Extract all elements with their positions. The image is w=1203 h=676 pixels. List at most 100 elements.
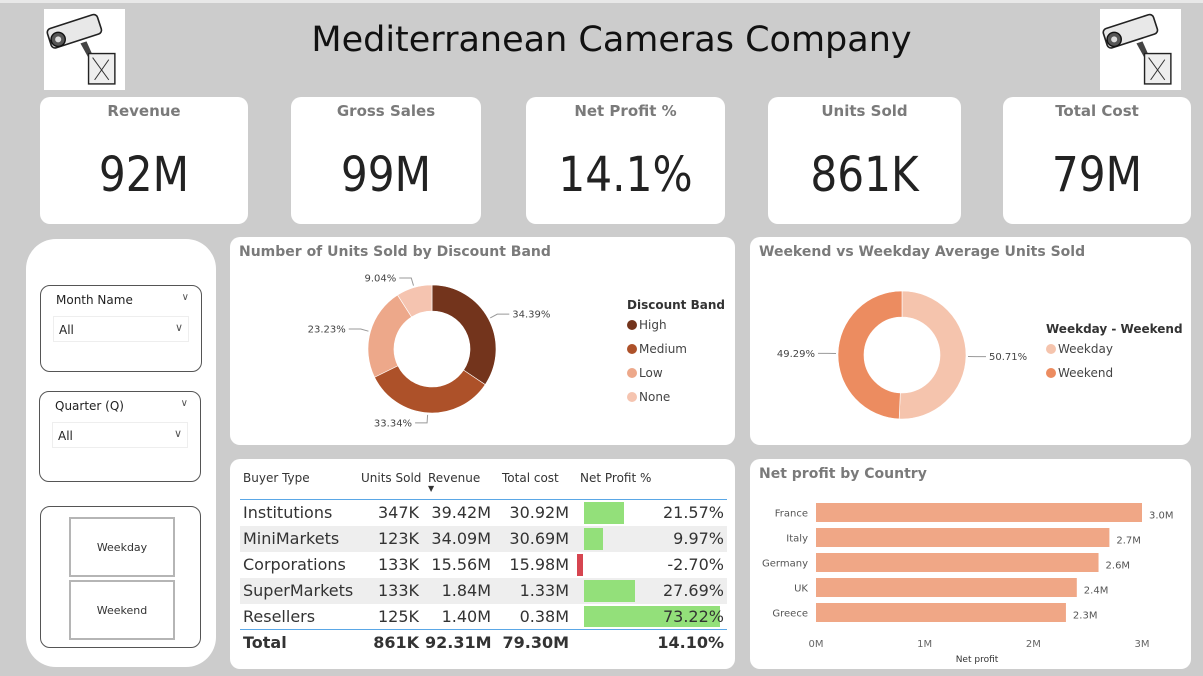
buyer-type-cell: MiniMarkets: [240, 525, 358, 552]
bar-italy[interactable]: [816, 528, 1110, 547]
column-header-units-sold[interactable]: Units Sold: [358, 467, 422, 500]
table-row[interactable]: MiniMarkets 123K 34.09M 30.69M 9.97%: [240, 525, 727, 552]
kpi-card-total-cost[interactable]: Total Cost 79M: [1003, 97, 1191, 224]
legend-item-medium[interactable]: Medium: [627, 342, 687, 356]
net-profit-value: 27.69%: [662, 581, 724, 600]
kpi-card-gross-sales[interactable]: Gross Sales 99M: [291, 97, 481, 224]
month-dropdown-value: All: [59, 323, 74, 337]
total-label: Total: [243, 633, 287, 653]
column-header-label: Revenue: [428, 471, 481, 485]
units-sold-cell: 133K: [358, 577, 422, 604]
revenue-cell: 15.56M: [431, 555, 491, 574]
quarter-slicer[interactable]: Quarter (Q) ∨ All ∨: [39, 391, 201, 482]
buyer-type-cell: Corporations: [243, 555, 346, 574]
kpi-card-net-profit-pct[interactable]: Net Profit % 14.1%: [526, 97, 725, 224]
legend-title: Weekday - Weekend: [1046, 322, 1183, 336]
net-profit-data-bar: [584, 527, 603, 550]
data-label: 9.04%: [364, 273, 396, 284]
legend-item-low[interactable]: Low: [627, 366, 663, 380]
bar-france[interactable]: [816, 503, 1142, 522]
visual-title: Weekend vs Weekday Average Units Sold: [759, 244, 1086, 260]
buyer-type-matrix[interactable]: Buyer Type Units Sold Revenue ▼ Total cos…: [230, 459, 735, 669]
net-profit-value: 9.97%: [673, 529, 724, 548]
table-row[interactable]: Institutions 347K 39.42M 30.92M 21.57%: [240, 500, 727, 526]
sort-descending-icon: ▼: [428, 484, 435, 493]
units-sold-cell: 123K: [358, 525, 422, 552]
quarter-dropdown-value: All: [58, 429, 73, 443]
bar-data-label: 2.4M: [1084, 586, 1109, 597]
discount-band-donut-card[interactable]: Number of Units Sold by Discount Band 34…: [230, 237, 735, 445]
donut-slice-weekday[interactable]: [898, 290, 967, 420]
column-header-label: Units Sold: [361, 471, 422, 485]
bar-data-label: 3.0M: [1149, 511, 1174, 522]
legend-item-high[interactable]: High: [627, 318, 667, 332]
kpi-value: 14.1%: [558, 147, 693, 203]
legend-item-weekday[interactable]: Weekday: [1046, 342, 1113, 356]
net-profit-cell: 73.22%: [572, 604, 727, 630]
legend-item-weekend[interactable]: Weekend: [1046, 366, 1113, 380]
net-profit-cell: -2.70%: [572, 552, 727, 578]
kpi-card-units-sold[interactable]: Units Sold 861K: [768, 97, 961, 224]
column-header-total-cost[interactable]: Total cost: [502, 471, 559, 485]
kpi-card-revenue[interactable]: Revenue 92M: [40, 97, 248, 224]
data-label: 33.34%: [374, 418, 412, 429]
total-revenue: 92.31M: [425, 633, 492, 653]
quarter-dropdown[interactable]: All ∨: [52, 422, 188, 448]
y-tick-label: UK: [794, 584, 808, 595]
net-profit-by-country-card[interactable]: Net profit by Country France 3.0M Italy 2.7…: [750, 459, 1191, 669]
total-cost-cell: 30.92M: [509, 503, 569, 523]
kpi-label: Units Sold: [821, 102, 908, 120]
chevron-down-icon[interactable]: ∨: [180, 398, 188, 409]
bar-greece[interactable]: [816, 603, 1066, 622]
net-profit-data-bar: [584, 502, 625, 524]
column-header-buyer-type[interactable]: Buyer Type: [243, 471, 310, 485]
y-tick-label: Greece: [772, 609, 808, 620]
donut-slice-medium[interactable]: [374, 365, 486, 414]
data-label: 23.23%: [308, 325, 346, 336]
legend-label: Weekday: [1058, 342, 1113, 356]
table-row[interactable]: SuperMarkets 133K 1.84M 1.33M 27.69%: [240, 577, 727, 604]
legend-dot: [627, 320, 637, 330]
net-profit-data-bar: [584, 605, 720, 627]
data-label: 34.39%: [512, 310, 550, 321]
units-sold-cell: 125K: [377, 606, 419, 626]
table-row[interactable]: Resellers 125K 1.40M 0.38M 73.22%: [240, 604, 727, 630]
donut-slice-high[interactable]: [431, 284, 497, 386]
legend-label: High: [639, 318, 667, 332]
buyer-type-cell: Institutions: [243, 503, 333, 523]
total-cost-cell: 0.38M: [519, 606, 569, 626]
donut-slice-low[interactable]: [367, 294, 412, 378]
x-tick-label: 3M: [1135, 639, 1150, 650]
legend-label: Medium: [639, 342, 687, 356]
revenue-cell: 34.09M: [422, 525, 494, 552]
column-header-revenue[interactable]: Revenue ▼: [422, 467, 494, 500]
total-cost-cell: 30.69M: [494, 525, 572, 552]
kpi-value: 79M: [1051, 147, 1143, 203]
donut-slice-none[interactable]: [397, 284, 433, 318]
net-profit-value: 73.22%: [662, 606, 724, 626]
chevron-down-icon[interactable]: ∨: [181, 292, 189, 303]
table-row[interactable]: Corporations 133K 15.56M 15.98M -2.70%: [240, 552, 727, 578]
visual-title: Number of Units Sold by Discount Band: [239, 244, 551, 260]
legend-label: Low: [639, 366, 663, 380]
bar-uk[interactable]: [816, 578, 1077, 597]
page-title: Mediterranean Cameras Company: [311, 20, 912, 60]
weekday-weekend-donut-card[interactable]: Weekend vs Weekday Average Units Sold 50…: [750, 237, 1191, 445]
donut-slice-weekend[interactable]: [837, 290, 903, 420]
legend-dot: [1046, 344, 1056, 354]
legend-item-none[interactable]: None: [627, 390, 670, 404]
bar-germany[interactable]: [816, 553, 1099, 572]
y-tick-label: France: [775, 509, 808, 520]
weekday-tile[interactable]: Weekday: [69, 517, 175, 577]
buyer-type-cell: SuperMarkets: [240, 577, 358, 604]
legend-label: Weekend: [1058, 366, 1114, 380]
bar-data-label: 2.3M: [1073, 611, 1098, 622]
net-profit-cell: 27.69%: [572, 577, 727, 604]
column-header-net-profit[interactable]: Net Profit %: [580, 471, 652, 485]
month-slicer[interactable]: Month Name ∨ All ∨: [40, 285, 202, 372]
quarter-slicer-title: Quarter (Q): [55, 399, 124, 413]
net-profit-value: -2.70%: [667, 555, 724, 574]
month-dropdown[interactable]: All ∨: [53, 316, 189, 342]
leader-line: [348, 328, 369, 332]
weekend-tile[interactable]: Weekend: [69, 580, 175, 640]
